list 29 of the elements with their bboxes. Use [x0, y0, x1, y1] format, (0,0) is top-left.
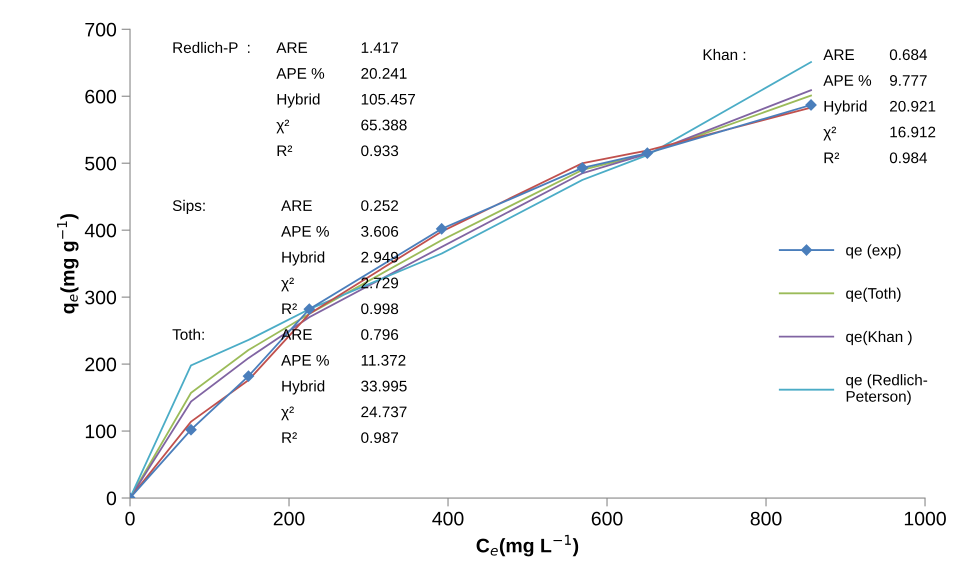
y-tick-label: 100	[86, 424, 116, 438]
legend-label: qe(Khan )	[846, 330, 912, 346]
y-tick-label: 200	[85, 358, 116, 372]
point	[436, 223, 448, 234]
y-tick-label: 300	[85, 290, 116, 304]
x-axis-title: C$_{e}$(mg L$^{−1}$)	[476, 534, 578, 556]
y-tick-label: 0	[106, 491, 116, 506]
text: Khan : ARE 0.684 APE % 9.777 Hybrid 20.921 χ² 16.912 R² 0.984	[704, 48, 936, 164]
x-tick-label: 0	[125, 512, 135, 526]
point	[805, 99, 817, 111]
point	[642, 148, 653, 159]
point	[185, 424, 197, 436]
point	[304, 304, 315, 315]
y-tick-label: 400	[84, 224, 116, 238]
y-tick-label: 700	[85, 22, 116, 37]
point	[576, 162, 588, 174]
legend-label: qe (exp)	[846, 244, 901, 259]
y-tick-label: 600	[85, 90, 116, 104]
x-tick-label: 600	[592, 512, 622, 526]
legend-label: qe (Redlich-Peterson)	[846, 374, 928, 405]
legend-label: qe(Toth)	[846, 288, 901, 302]
y-axis-title: q$_{e}$(mg g$^{−1}$)	[57, 214, 79, 314]
point	[242, 370, 254, 382]
x-tick-label: 400	[432, 512, 464, 526]
x-tick-label: 800	[750, 512, 782, 526]
x-tick-label: 200	[274, 512, 304, 526]
y-tick-label: 500	[85, 156, 116, 170]
x-tick-label: 1000	[904, 512, 946, 526]
text: Redlich-P : ARE 1.417 APE % 20.241 Hybrid 105.457 χ² 65.388 R² 0.933	[173, 42, 416, 156]
